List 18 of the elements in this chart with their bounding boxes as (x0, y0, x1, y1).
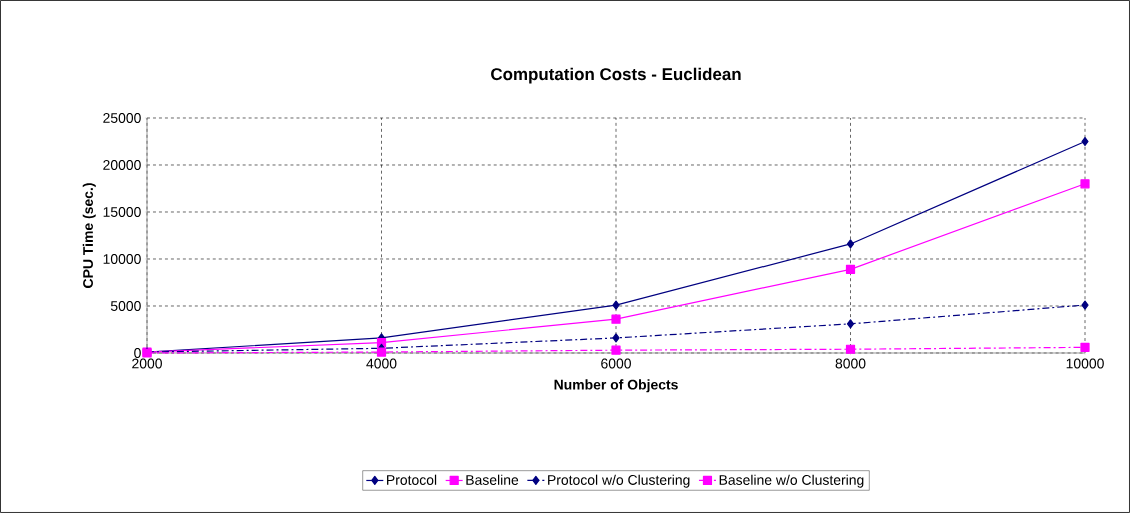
legend-label: Protocol (387, 474, 437, 485)
legend-label: Baseline (466, 474, 519, 485)
y-axis-title: CPU Time (sec.) (82, 183, 96, 288)
y-tick-label: 25000 (103, 113, 141, 123)
x-tick-label: 6000 (601, 358, 631, 369)
y-tick-label: 0 (134, 348, 141, 358)
chart-title: Computation Costs - Euclidean (491, 67, 741, 84)
x-axis-title: Number of Objects (554, 379, 678, 393)
legend-label: Baseline w/o Clustering (719, 474, 864, 488)
y-tick-label: 5000 (110, 301, 141, 311)
y-tick-label: 10000 (103, 254, 141, 264)
y-tick-label: 15000 (103, 207, 141, 217)
x-tick-label: 2000 (132, 358, 162, 369)
y-tick-label: 20000 (103, 160, 141, 170)
x-tick-label: 8000 (835, 358, 866, 369)
x-tick-label: 10000 (1066, 358, 1104, 369)
legend-label: Protocol w/o Clustering (548, 474, 690, 488)
x-tick-label: 4000 (366, 358, 397, 369)
